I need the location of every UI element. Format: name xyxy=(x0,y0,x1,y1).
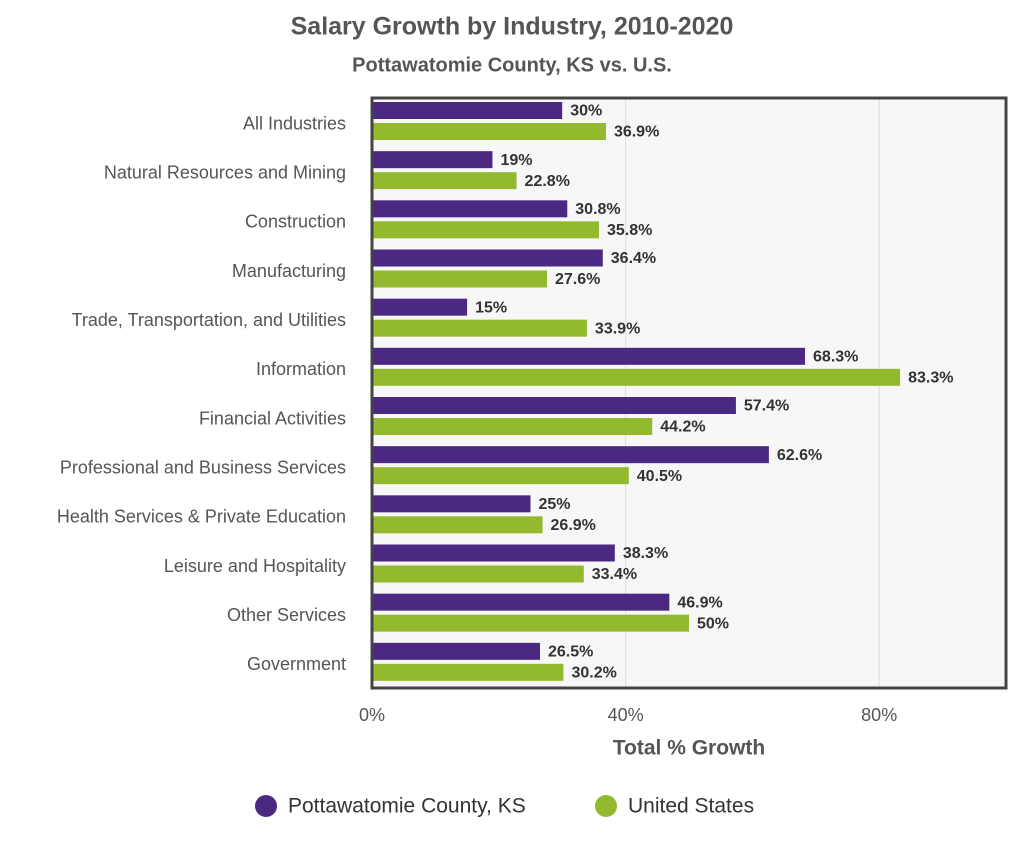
x-tick-label: 40% xyxy=(608,705,644,725)
data-label: 57.4% xyxy=(744,398,789,415)
y-tick-label: Construction xyxy=(245,212,346,232)
data-label: 50% xyxy=(697,615,729,632)
bar xyxy=(372,368,901,386)
bar xyxy=(372,418,653,435)
data-label: 44.2% xyxy=(660,419,705,436)
bar xyxy=(372,151,493,169)
bar xyxy=(372,516,543,534)
bar xyxy=(372,249,603,267)
bar xyxy=(372,200,568,218)
bar xyxy=(372,642,541,660)
legend-label: Pottawatomie County, KS xyxy=(288,795,526,818)
data-label: 36.4% xyxy=(611,250,656,267)
bar xyxy=(372,172,517,190)
y-tick-label: Trade, Transportation, and Utilities xyxy=(72,310,346,330)
legend-marker xyxy=(255,795,277,817)
data-label: 36.9% xyxy=(614,124,659,141)
bar xyxy=(372,593,670,611)
bar xyxy=(372,446,769,464)
data-label: 33.9% xyxy=(595,320,640,337)
bar xyxy=(372,270,547,288)
data-label: 35.8% xyxy=(607,222,652,239)
x-axis-title: Total % Growth xyxy=(613,737,765,760)
bar xyxy=(372,298,468,316)
bar xyxy=(372,397,736,414)
y-tick-label: All Industries xyxy=(243,113,346,133)
y-tick-label: Natural Resources and Mining xyxy=(104,163,346,183)
data-label: 46.9% xyxy=(677,594,722,611)
data-label: 38.3% xyxy=(623,545,668,562)
data-label: 30.2% xyxy=(571,665,616,682)
data-label: 30% xyxy=(570,103,602,120)
y-tick-label: Manufacturing xyxy=(232,261,346,281)
bar xyxy=(372,347,806,365)
bar xyxy=(372,614,689,632)
y-tick-label: Leisure and Hospitality xyxy=(164,556,346,576)
chart-subtitle: Pottawatomie County, KS vs. U.S. xyxy=(352,54,672,76)
data-label: 40.5% xyxy=(637,468,682,485)
data-label: 62.6% xyxy=(777,447,822,464)
data-label: 15% xyxy=(475,299,507,316)
data-label: 33.4% xyxy=(592,566,637,583)
y-tick-label: Government xyxy=(247,654,346,674)
data-label: 22.8% xyxy=(525,173,570,190)
data-label: 26.9% xyxy=(551,517,596,534)
bar xyxy=(372,221,599,239)
bar xyxy=(372,319,587,337)
plot-border xyxy=(370,96,1008,690)
data-label: 25% xyxy=(539,496,571,513)
data-label: 83.3% xyxy=(908,370,953,387)
bar xyxy=(372,663,564,681)
bar xyxy=(372,123,606,140)
y-tick-label: Information xyxy=(256,359,346,379)
legend-marker xyxy=(595,795,617,817)
bar xyxy=(372,495,531,513)
plot-area xyxy=(372,98,1006,688)
data-label: 68.3% xyxy=(813,349,858,366)
data-label: 19% xyxy=(500,152,532,169)
x-tick-label: 0% xyxy=(359,705,385,725)
legend-label: United States xyxy=(628,795,754,818)
y-tick-label: Financial Activities xyxy=(199,408,346,428)
bar xyxy=(372,565,584,583)
bar xyxy=(372,544,615,562)
y-tick-label: Other Services xyxy=(227,605,346,625)
chart-title: Salary Growth by Industry, 2010-2020 xyxy=(291,13,734,41)
data-label: 30.8% xyxy=(575,201,620,218)
y-tick-label: Health Services & Private Education xyxy=(57,507,346,527)
data-label: 27.6% xyxy=(555,271,600,288)
y-tick-label: Professional and Business Services xyxy=(60,458,346,478)
x-tick-label: 80% xyxy=(861,705,897,725)
bar xyxy=(372,102,563,119)
bar xyxy=(372,467,629,485)
data-label: 26.5% xyxy=(548,644,593,661)
